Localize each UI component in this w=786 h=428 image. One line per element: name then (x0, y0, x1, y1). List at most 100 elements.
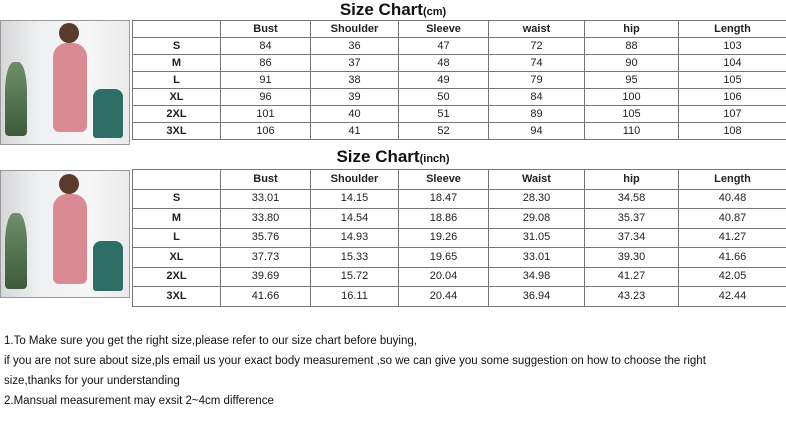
column-header (132, 20, 221, 38)
measurement-cell: 33.01 (220, 188, 311, 209)
measurement-cell: 38 (310, 71, 399, 89)
measurement-cell: 41.27 (584, 266, 679, 287)
measurement-cell: 105 (678, 71, 786, 89)
measurement-cell: 74 (488, 54, 585, 72)
measurement-cell: 84 (220, 37, 311, 55)
measurement-cell: 52 (398, 122, 489, 140)
table-row: S 84 36 47 72 88 103 (132, 37, 786, 55)
measurement-cell: 36.94 (488, 286, 585, 307)
measurement-cell: 49 (398, 71, 489, 89)
measurement-cell: 84 (488, 88, 585, 106)
measurement-cell: 34.58 (584, 188, 679, 209)
column-header: Waist (488, 169, 585, 190)
column-header: Bust (220, 20, 311, 38)
measurement-cell: 106 (220, 122, 311, 140)
column-header: hip (584, 169, 679, 190)
measurement-cell: 14.54 (310, 208, 399, 229)
measurement-cell: 50 (398, 88, 489, 106)
measurement-cell: 79 (488, 71, 585, 89)
column-header: hip (584, 20, 679, 38)
column-header: waist (488, 20, 585, 38)
note-line: 2.Mansual measurement may exsit 2~4cm di… (4, 395, 274, 407)
measurement-cell: 41 (310, 122, 399, 140)
measurement-cell: 28.30 (488, 188, 585, 209)
table-row: 3XL 106 41 52 94 110 108 (132, 122, 786, 140)
product-photo (0, 20, 130, 145)
measurement-cell: 35.76 (220, 227, 311, 248)
table-row: M 33.80 14.54 18.86 29.08 35.37 40.87 (132, 208, 786, 229)
note-line: 1.To Make sure you get the right size,pl… (4, 335, 417, 347)
measurement-cell: 37.34 (584, 227, 679, 248)
measurement-cell: 42.05 (678, 266, 786, 287)
size-label: L (132, 227, 221, 248)
column-header: Sleeve (398, 169, 489, 190)
measurement-cell: 110 (584, 122, 679, 140)
column-header: Length (678, 169, 786, 190)
measurement-cell: 37 (310, 54, 399, 72)
header-row: Bust Shoulder Sleeve Waist hip Length (132, 169, 786, 190)
measurement-cell: 31.05 (488, 227, 585, 248)
unit-text: (cm) (422, 6, 447, 18)
measurement-cell: 43.23 (584, 286, 679, 307)
unit-text: (inch) (419, 153, 450, 165)
measurement-cell: 91 (220, 71, 311, 89)
measurement-cell: 104 (678, 54, 786, 72)
notes: 1.To Make sure you get the right size,pl… (4, 331, 784, 411)
cm-size-table: Bust Shoulder Sleeve waist hip Length S 84 36 47 7… (132, 20, 786, 140)
table-row: XL 96 39 50 84 100 106 (132, 88, 786, 106)
cm-chart-title: Size Chart(cm) (0, 0, 786, 20)
measurement-cell: 86 (220, 54, 311, 72)
size-label: L (132, 71, 221, 89)
title-text: Size Chart (336, 147, 420, 166)
table-row: 3XL 41.66 16.11 20.44 36.94 43.23 42.44 (132, 286, 786, 307)
measurement-cell: 41.66 (220, 286, 311, 307)
measurement-cell: 35.37 (584, 208, 679, 229)
measurement-cell: 16.11 (310, 286, 399, 307)
measurement-cell: 15.33 (310, 247, 399, 268)
measurement-cell: 37.73 (220, 247, 311, 268)
measurement-cell: 47 (398, 37, 489, 55)
column-header: Bust (220, 169, 311, 190)
inch-chart-title: Size Chart(inch) (0, 147, 786, 167)
measurement-cell: 15.72 (310, 266, 399, 287)
measurement-cell: 36 (310, 37, 399, 55)
measurement-cell: 106 (678, 88, 786, 106)
measurement-cell: 39.69 (220, 266, 311, 287)
size-label: M (132, 54, 221, 72)
measurement-cell: 107 (678, 105, 786, 123)
table-row: 2XL 101 40 51 89 105 107 (132, 105, 786, 123)
column-header: Length (678, 20, 786, 38)
measurement-cell: 40.48 (678, 188, 786, 209)
table-row: 2XL 39.69 15.72 20.04 34.98 41.27 42.05 (132, 266, 786, 287)
measurement-cell: 94 (488, 122, 585, 140)
inch-size-table: Bust Shoulder Sleeve Waist hip Length S 33.01 14… (132, 169, 786, 307)
measurement-cell: 90 (584, 54, 679, 72)
column-header: Shoulder (310, 169, 399, 190)
table-row: L 35.76 14.93 19.26 31.05 37.34 41.27 (132, 227, 786, 248)
table-row: XL 37.73 15.33 19.65 33.01 39.30 41.66 (132, 247, 786, 268)
measurement-cell: 100 (584, 88, 679, 106)
size-label: XL (132, 247, 221, 268)
measurement-cell: 105 (584, 105, 679, 123)
measurement-cell: 18.86 (398, 208, 489, 229)
measurement-cell: 18.47 (398, 188, 489, 209)
measurement-cell: 34.98 (488, 266, 585, 287)
measurement-cell: 20.44 (398, 286, 489, 307)
size-label: XL (132, 88, 221, 106)
measurement-cell: 14.93 (310, 227, 399, 248)
size-label: 2XL (132, 105, 221, 123)
measurement-cell: 42.44 (678, 286, 786, 307)
note-line: size,thanks for your understanding (4, 375, 180, 387)
product-photo (0, 170, 130, 298)
measurement-cell: 20.04 (398, 266, 489, 287)
size-label: 2XL (132, 266, 221, 287)
measurement-cell: 96 (220, 88, 311, 106)
measurement-cell: 88 (584, 37, 679, 55)
table-row: L 91 38 49 79 95 105 (132, 71, 786, 89)
measurement-cell: 40.87 (678, 208, 786, 229)
note-line: if you are not sure about size,pls email… (4, 355, 706, 367)
size-label: S (132, 37, 221, 55)
size-label: M (132, 208, 221, 229)
table-row: M 86 37 48 74 90 104 (132, 54, 786, 72)
column-header: Shoulder (310, 20, 399, 38)
